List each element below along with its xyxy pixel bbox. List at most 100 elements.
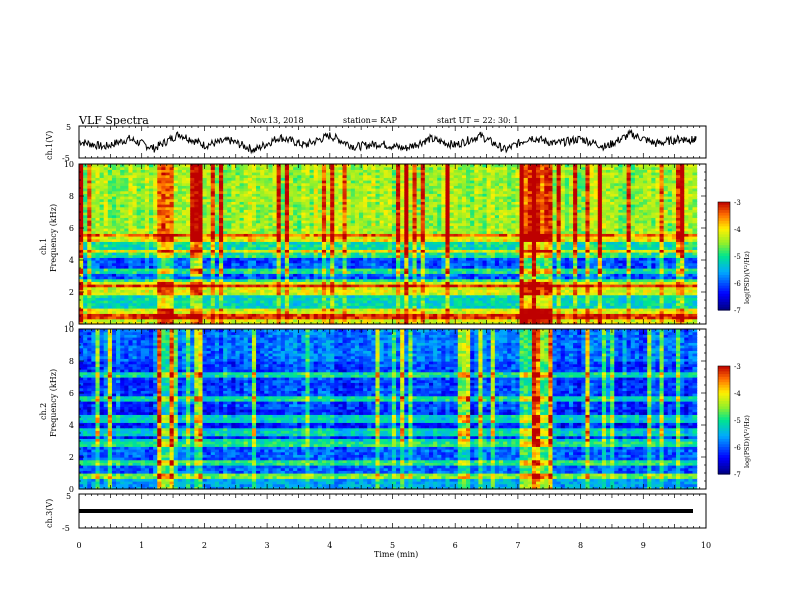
spectrogram-cell [107,310,113,314]
spectrogram-cell [363,300,368,304]
spectrogram-cell [206,318,212,322]
spectrogram-cell [387,305,393,309]
spectrogram-cell [83,305,88,309]
spectrogram-cell [379,297,385,301]
spectrogram-cell [548,300,554,304]
spectrogram-cell [301,313,307,317]
spectrogram-cell [313,321,319,325]
spectrogram-cell [288,302,294,306]
spectrogram-cell [165,300,171,304]
spectrogram-cell [519,313,525,317]
spectrogram-cell [153,316,158,320]
spectrogram-cell [148,302,154,306]
spectrogram-cell [276,313,282,317]
spectrogram-cell [124,302,130,306]
spectrogram-cell [568,321,574,325]
spectrogram-cell [688,305,694,309]
spectrogram-cell [173,318,179,322]
spectrogram-cell [371,310,377,314]
spectrogram-cell [494,297,500,301]
spectrogram-cell [338,305,344,309]
spectrogram-cell [581,297,587,301]
spectrogram-cell [400,318,405,322]
spectrogram-cell [618,321,624,325]
spectrogram-cell [416,321,422,325]
date-label: Nov.13, 2018 [250,116,304,125]
spectrogram-cell [581,313,587,317]
spectrogram-cell [597,318,603,322]
spectrogram-cell [350,305,356,309]
spectrogram-cell [552,318,558,322]
spectrogram-cell [132,297,138,301]
spectrogram-cell [552,300,558,304]
spectrogram-cell [428,300,434,304]
spectrogram-cell [424,300,430,304]
spectrogram-cell [688,313,694,317]
spectrogram-cell [581,318,587,322]
spectrogram-cell [161,297,167,301]
spectrogram-cell [181,305,187,309]
spectrogram-cell [79,321,84,325]
spectrogram-cell [272,318,278,322]
spectrogram-cell [276,310,282,314]
spectrogram-cell [227,300,232,304]
spectrogram-cell [284,308,290,312]
spectrogram-cell [601,297,607,301]
spectrogram-cell [317,313,323,317]
spectrogram-cell [288,305,294,309]
spectrogram-cell [680,316,685,320]
spectrogram-cell [79,308,84,312]
spectrogram-cell [466,310,471,314]
spectrogram-cell [449,305,455,309]
spectrogram-cell [87,313,92,317]
spectrogram-cell [383,297,389,301]
spectrogram-cell [371,302,377,306]
spectrogram-cell [667,302,673,306]
spectrogram-cell [433,316,438,320]
spectrogram-cell [251,302,257,306]
spectrogram-cell [466,318,471,322]
spectrogram-cell [498,310,504,314]
spectrogram-cell [140,316,146,320]
spectrogram-cell [165,310,171,314]
spectrogram-cell [606,318,611,322]
spectrogram-cell [585,316,591,320]
spectrogram-cell [95,316,101,320]
spectrogram-cell [321,310,327,314]
spectrogram-cell [87,305,92,309]
spectrogram-cell [515,308,521,312]
spectrogram-cell [441,308,447,312]
spectrogram-cell [190,310,195,314]
spectrogram-cell [659,302,665,306]
spectrogram-cell [260,316,265,320]
spectrogram-cell [523,313,529,317]
spectrogram-cell [140,318,146,322]
spectrogram-cell [433,318,438,322]
spectrogram-cell [626,308,632,312]
spectrogram-cell [478,300,484,304]
spectrogram-cell [606,308,611,312]
spectrogram-cell [136,305,142,309]
spectrogram-cell [198,313,204,317]
spectrogram-cell [412,321,418,325]
spectrogram-cell [466,297,471,301]
spectrogram-cell [391,318,397,322]
spectrogram-cell [321,300,327,304]
spectrogram-cell [91,313,97,317]
spectrogram-cell [651,305,657,309]
spectrogram-cell [132,316,138,320]
spectrogram-cell [412,300,418,304]
spectrogram-cell [655,302,661,306]
spectrogram-cell [490,310,496,314]
spectrogram-cell [564,310,570,314]
spectrogram-cell [428,318,434,322]
spectrogram-cell [305,297,311,301]
spectrogram-cell [515,316,521,320]
spectrogram-cell [243,305,249,309]
spectrogram-cell [527,318,533,322]
spectrogram-cell [445,321,451,325]
spectrogram-cell [111,318,117,322]
spectrogram-cell [95,308,101,312]
spectrogram-cell [169,294,175,298]
spectrogram-cell [453,313,459,317]
